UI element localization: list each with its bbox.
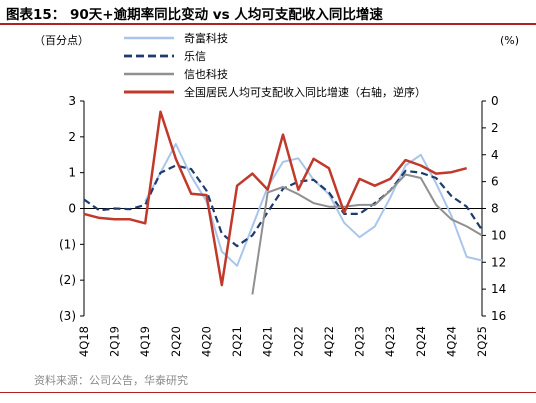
x-tick-label: 4Q23 xyxy=(383,326,397,357)
x-tick-label: 2Q20 xyxy=(169,326,183,357)
left-tick-label: (3) xyxy=(59,309,76,323)
x-tick-label: 4Q22 xyxy=(322,326,336,357)
x-tick-label: 2Q23 xyxy=(353,326,367,357)
right-tick-label: 6 xyxy=(491,175,499,189)
left-tick-label: (2) xyxy=(59,273,76,287)
x-tick-label: 4Q18 xyxy=(77,326,91,357)
series-line-1 xyxy=(144,143,483,267)
left-tick-label: 0 xyxy=(68,202,76,216)
source-note: 资料来源：公司公告，华泰研究 xyxy=(34,374,188,387)
legend-label-4: 全国居民人均可支配收入同比增速（右轴，逆序） xyxy=(184,85,426,99)
right-tick-label: 8 xyxy=(491,202,499,216)
series-line-2 xyxy=(83,164,483,248)
right-unit-label: (%) xyxy=(500,34,519,47)
series-line-4 xyxy=(83,110,468,287)
left-tick-label: 3 xyxy=(68,94,76,108)
right-tick-label: 16 xyxy=(491,309,506,323)
x-tick-label: 2Q19 xyxy=(108,326,122,357)
right-tick-label: 14 xyxy=(491,282,506,296)
x-tick-label: 2Q22 xyxy=(291,326,305,357)
right-tick-label: 0 xyxy=(491,94,499,108)
x-tick-label: 4Q24 xyxy=(444,326,458,357)
right-tick-label: 10 xyxy=(491,228,506,242)
legend-label-2: 乐信 xyxy=(184,50,206,63)
right-tick-label: 4 xyxy=(491,148,499,162)
series-line-3 xyxy=(251,173,483,295)
legend-label-1: 奇富科技 xyxy=(184,31,228,45)
x-tick-label: 2Q25 xyxy=(475,326,489,357)
x-tick-label: 2Q24 xyxy=(414,326,428,357)
left-tick-label: 2 xyxy=(68,130,76,144)
x-tick-label: 4Q21 xyxy=(261,326,275,357)
left-tick-label: (1) xyxy=(59,237,76,251)
left-tick-label: 1 xyxy=(68,166,76,180)
left-unit-label: （百分点） xyxy=(34,34,89,47)
legend-label-3: 信也科技 xyxy=(184,67,228,81)
bottom-rule xyxy=(0,392,536,393)
right-tick-label: 12 xyxy=(491,255,506,269)
chart-title: 图表15： 90天+逾期率同比变动 vs 人均可支配收入同比增速 xyxy=(6,7,383,23)
x-tick-label: 4Q20 xyxy=(199,326,213,357)
x-tick-label: 4Q19 xyxy=(138,326,152,357)
title-rule xyxy=(0,23,536,25)
right-tick-label: 2 xyxy=(491,121,499,135)
x-tick-label: 2Q21 xyxy=(230,326,244,357)
